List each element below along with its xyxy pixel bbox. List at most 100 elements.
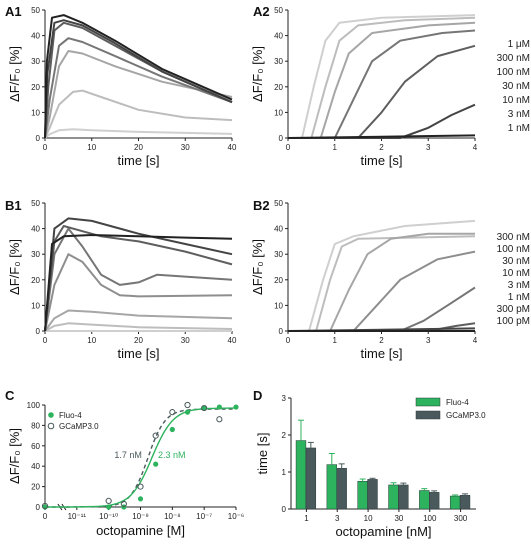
x-axis-label: time [s]: [361, 153, 403, 168]
y-tick-label: 50: [31, 199, 40, 208]
x-axis-label: time [s]: [118, 153, 160, 168]
x-tick-label: 3: [426, 336, 431, 345]
concentration-label: 100 nM: [497, 244, 530, 255]
concentration-label: 100 pM: [497, 316, 530, 327]
trace: [288, 235, 476, 332]
fit-curve: [45, 407, 235, 508]
y-tick-label: 40: [274, 225, 283, 234]
x-axis-label: time [s]: [361, 346, 403, 361]
y-axis-label: ΔF/F₀ [%]: [250, 46, 265, 102]
bar: [449, 495, 461, 510]
y-tick-label: 50: [274, 6, 283, 15]
data-point: [106, 504, 112, 510]
x-tick-label: 2: [379, 143, 384, 152]
concentration-label: 30 nM: [502, 256, 530, 267]
bar: [398, 484, 409, 510]
y-tick-label: 0: [36, 503, 41, 512]
y-tick-label: 3: [282, 394, 287, 403]
bar: [326, 464, 337, 510]
concentration-label: 1 μM: [508, 39, 530, 50]
x-tick-label: 10: [364, 514, 373, 523]
x-tick-label: 40: [228, 336, 237, 345]
x-tick-label: 10⁻¹¹: [68, 512, 87, 521]
data-point: [152, 432, 159, 439]
legend-marker: [48, 412, 54, 418]
x-tick-label: 3: [426, 143, 431, 152]
data-point: [184, 409, 191, 415]
x-tick-label: 2: [379, 336, 384, 345]
y-tick-label: 40: [31, 462, 40, 471]
bar: [305, 447, 317, 510]
x-tick-label: 1: [333, 143, 338, 152]
y-tick-label: 20: [274, 276, 283, 285]
y-tick-label: 30: [274, 57, 283, 66]
data-point: [41, 502, 49, 510]
x-axis-label: time [s]: [118, 346, 160, 361]
x-tick-label: 4: [473, 336, 478, 345]
trace: [44, 253, 233, 332]
x-tick-label: 300: [454, 514, 468, 523]
y-tick-label: 20: [274, 83, 283, 92]
panel-label: A2: [253, 4, 270, 19]
x-tick-label: 1: [333, 336, 338, 345]
ec50-annotation: 1.7 nM: [114, 450, 142, 460]
y-axis-label: ΔF/F₀ [%]: [7, 428, 22, 484]
concentration-label: 300 pM: [497, 304, 530, 315]
x-tick-label: 30: [181, 143, 190, 152]
legend-label: GCaMP3.0: [59, 422, 99, 431]
x-tick-label: 0: [286, 336, 291, 345]
panel-B1: 0 10 20 30 40 0 10 20 30 40 50 time [s] ΔF/F₀ [%]: [7, 199, 237, 361]
y-tick-label: 20: [31, 276, 40, 285]
data-point: [169, 426, 175, 433]
x-tick-label: 4: [473, 143, 478, 152]
y-tick-label: 10: [31, 108, 40, 117]
legend-label: GCaMP3.0: [446, 411, 486, 420]
trace: [44, 227, 233, 332]
concentration-label: 300 nM: [497, 53, 530, 64]
trace: [44, 19, 233, 139]
data-point: [137, 496, 144, 502]
y-tick-label: 0: [36, 327, 41, 336]
trace: [288, 103, 476, 139]
y-tick-label: 10: [274, 108, 283, 117]
x-tick-label: 10⁻⁹: [132, 512, 149, 521]
x-tick-label: 20: [134, 143, 143, 152]
bar: [419, 490, 430, 510]
y-tick-label: 1: [282, 468, 287, 477]
trace: [44, 37, 233, 139]
x-tick-label: 20: [134, 336, 143, 345]
y-tick-label: 10: [31, 301, 40, 310]
y-tick-label: 60: [31, 442, 40, 451]
y-tick-label: 40: [31, 225, 40, 234]
y-tick-label: 0: [282, 505, 287, 514]
trace: [44, 89, 233, 139]
y-tick-label: 0: [279, 327, 284, 336]
y-tick-label: 40: [274, 32, 283, 41]
y-tick-label: 80: [31, 421, 40, 430]
panel-label: C: [5, 388, 15, 403]
x-tick-label: 1: [304, 514, 309, 523]
concentration-label: 1 nM: [508, 123, 530, 134]
x-tick-label: 0: [43, 143, 48, 152]
panel-A1: 0 10 20 30 40 0 10 20 30 40 50 time [s] ΔF/F₀ [%]: [7, 6, 237, 168]
y-tick-label: 40: [31, 32, 40, 41]
trace: [44, 309, 233, 332]
trace: [44, 322, 233, 332]
data-point: [153, 461, 159, 467]
data-point: [169, 409, 176, 416]
y-tick-label: 0: [36, 134, 41, 143]
data-point: [201, 405, 207, 411]
trace: [44, 14, 233, 139]
bar: [357, 481, 368, 510]
concentration-label: 3 nM: [508, 280, 530, 291]
legend-swatch: [415, 397, 441, 407]
data-point: [105, 497, 112, 504]
x-tick-label: 30: [394, 514, 403, 523]
y-tick-label: 50: [274, 199, 283, 208]
data-point: [216, 416, 223, 423]
trace: [44, 128, 233, 139]
concentration-label: 1 nM: [508, 292, 530, 303]
